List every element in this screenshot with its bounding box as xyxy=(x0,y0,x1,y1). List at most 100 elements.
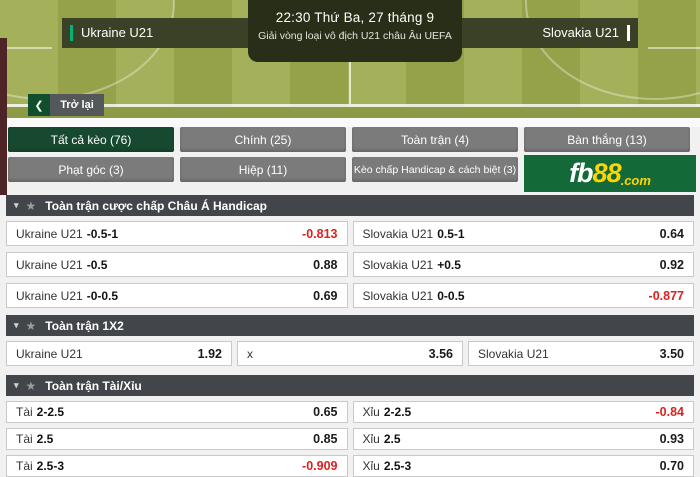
bet-row: Ukraine U21 -0.5-1 -0.813 Slovakia U21 0.5… xyxy=(6,221,694,246)
chevron-left-icon[interactable]: ❮ xyxy=(28,94,50,116)
home-accent-bar xyxy=(70,25,73,41)
league-name: Giải vòng loại vô địch U21 châu Âu UEFA xyxy=(258,30,452,42)
bet-option[interactable]: Ukraine U21 -0-0.5 0.69 xyxy=(6,283,348,308)
bet-option[interactable]: Xỉu 2-2.5 -0.84 xyxy=(352,401,694,423)
odds-value: 0.69 xyxy=(313,288,338,303)
section-header-1x2: ▾ ★ Toàn trận 1X2 xyxy=(6,315,694,336)
home-team-band: Ukraine U21 xyxy=(62,18,248,48)
tab-handicap-margin[interactable]: Kèo chấp Handicap & cách biệt (3) xyxy=(352,157,518,182)
bet-row: Ukraine U21 -0.5 0.88 Slovakia U21 +0.5 0.… xyxy=(6,252,694,277)
selection-name: x xyxy=(247,346,253,361)
odds-value: -0.813 xyxy=(302,226,338,241)
section-header-over-under: ▾ ★ Toàn trận Tài/Xỉu xyxy=(6,375,694,396)
caret-down-icon[interactable]: ▾ xyxy=(14,380,19,390)
pitch-lower-band xyxy=(0,106,700,118)
back-button[interactable]: ❮ Trở lại xyxy=(28,94,104,116)
bet-option[interactable]: Slovakia U21 +0.5 0.92 xyxy=(352,252,694,277)
selection-name: Slovakia U21 xyxy=(362,257,434,272)
star-icon[interactable]: ★ xyxy=(25,198,37,213)
handicap-line: 0.5-1 xyxy=(437,226,465,241)
handicap-line: 2-2.5 xyxy=(383,405,412,419)
section-header-handicap: ▾ ★ Toàn trận cược chấp Châu Á Handicap xyxy=(6,195,694,216)
odds-value: 0.85 xyxy=(313,432,338,446)
bet-option[interactable]: Tài 2-2.5 0.65 xyxy=(6,401,348,423)
divider-strip xyxy=(0,118,700,127)
tab-main[interactable]: Chính (25) xyxy=(180,127,346,152)
odds-value: 0.70 xyxy=(659,459,684,473)
bet-option[interactable]: Slovakia U21 0.5-1 0.64 xyxy=(352,221,694,246)
tab-goals[interactable]: Bàn thắng (13) xyxy=(524,127,690,152)
fb88-logo-fb: fb xyxy=(569,158,594,188)
handicap-line: 0-0.5 xyxy=(437,288,465,303)
handicap-line: -0.5-1 xyxy=(86,226,119,241)
fb88-logo-com: .com xyxy=(620,173,651,188)
pitch-right-line xyxy=(648,47,700,49)
odds-value: 3.56 xyxy=(428,346,453,361)
bet-option[interactable]: Ukraine U21 1.92 xyxy=(6,341,232,366)
odds-value: -0.877 xyxy=(648,288,684,303)
bet-option[interactable]: Tài 2.5 0.85 xyxy=(6,428,348,450)
tab-halves[interactable]: Hiệp (11) xyxy=(180,157,346,182)
fb88-logo[interactable]: fb 88 .com xyxy=(524,155,696,192)
handicap-line: -0.5 xyxy=(86,257,108,272)
star-icon[interactable]: ★ xyxy=(25,378,37,393)
away-accent-bar xyxy=(627,25,630,41)
bet-option[interactable]: Tài 2.5-3 -0.909 xyxy=(6,455,348,477)
selection-name: Xỉu xyxy=(362,405,380,419)
bet-row: Tài 2.5 0.85 Xỉu 2.5 0.93 xyxy=(6,428,694,450)
tab-all-markets[interactable]: Tất cả kèo (76) xyxy=(8,127,174,152)
home-team-name: Ukraine U21 xyxy=(81,25,154,40)
odds-value: 0.92 xyxy=(659,257,684,272)
odds-value: 0.88 xyxy=(313,257,338,272)
bet-row: Ukraine U21 1.92 x 3.56 Slovakia U21 3.5… xyxy=(6,341,694,366)
selection-name: Tài xyxy=(16,432,33,446)
bet-option[interactable]: Ukraine U21 -0.5-1 -0.813 xyxy=(6,221,348,246)
selection-name: Ukraine U21 xyxy=(16,257,83,272)
selection-name: Tài xyxy=(16,405,33,419)
section-title: Toàn trận 1X2 xyxy=(45,318,124,333)
caret-down-icon[interactable]: ▾ xyxy=(14,320,19,330)
match-info-box: 22:30 Thứ Ba, 27 tháng 9 Giải vòng loại … xyxy=(248,0,462,62)
bet-option[interactable]: Slovakia U21 3.50 xyxy=(468,341,694,366)
bet-option[interactable]: Xỉu 2.5 0.93 xyxy=(352,428,694,450)
handicap-line: +0.5 xyxy=(437,257,461,272)
fb88-logo-88: 88 xyxy=(592,158,622,188)
selection-name: Slovakia U21 xyxy=(362,226,434,241)
pitch-touchline xyxy=(0,104,700,107)
odds-value: 1.92 xyxy=(197,346,222,361)
bet-row: Ukraine U21 -0-0.5 0.69 Slovakia U21 0-0.5… xyxy=(6,283,694,308)
odds-value: -0.909 xyxy=(302,459,338,473)
star-icon[interactable]: ★ xyxy=(25,318,37,333)
selection-name: Slovakia U21 xyxy=(478,346,549,361)
bet-row: Tài 2-2.5 0.65 Xỉu 2-2.5 -0.84 xyxy=(6,401,694,423)
bet-option[interactable]: Xỉu 2.5-3 0.70 xyxy=(352,455,694,477)
section-title: Toàn trận Tài/Xỉu xyxy=(45,378,142,393)
tab-corners[interactable]: Phạt góc (3) xyxy=(8,157,174,182)
selection-name: Slovakia U21 xyxy=(362,288,434,303)
bet-option[interactable]: Ukraine U21 -0.5 0.88 xyxy=(6,252,348,277)
handicap-line: 2.5-3 xyxy=(383,459,412,473)
kickoff-time: 22:30 Thứ Ba, 27 tháng 9 xyxy=(275,10,435,25)
odds-value: 3.50 xyxy=(659,346,684,361)
away-team-name: Slovakia U21 xyxy=(542,25,619,40)
odds-value: -0.84 xyxy=(655,405,685,419)
odds-value: 0.65 xyxy=(313,405,338,419)
handicap-line: -0-0.5 xyxy=(86,288,119,303)
bet-option[interactable]: x 3.56 xyxy=(237,341,463,366)
handicap-line: 2.5 xyxy=(383,432,401,446)
selection-name: Ukraine U21 xyxy=(16,226,83,241)
away-team-band: Slovakia U21 xyxy=(462,18,638,48)
bet-option[interactable]: Slovakia U21 0-0.5 -0.877 xyxy=(352,283,694,308)
odds-value: 0.93 xyxy=(659,432,684,446)
back-button-label[interactable]: Trở lại xyxy=(50,94,104,116)
selection-name: Ukraine U21 xyxy=(16,346,83,361)
section-title: Toàn trận cược chấp Châu Á Handicap xyxy=(45,198,267,213)
selection-name: Xỉu xyxy=(362,459,380,473)
selection-name: Tài xyxy=(16,459,33,473)
pitch-left-line xyxy=(0,47,52,49)
handicap-line: 2-2.5 xyxy=(36,405,65,419)
selection-name: Ukraine U21 xyxy=(16,288,83,303)
tab-full-match[interactable]: Toàn trận (4) xyxy=(352,127,518,152)
caret-down-icon[interactable]: ▾ xyxy=(14,200,19,210)
